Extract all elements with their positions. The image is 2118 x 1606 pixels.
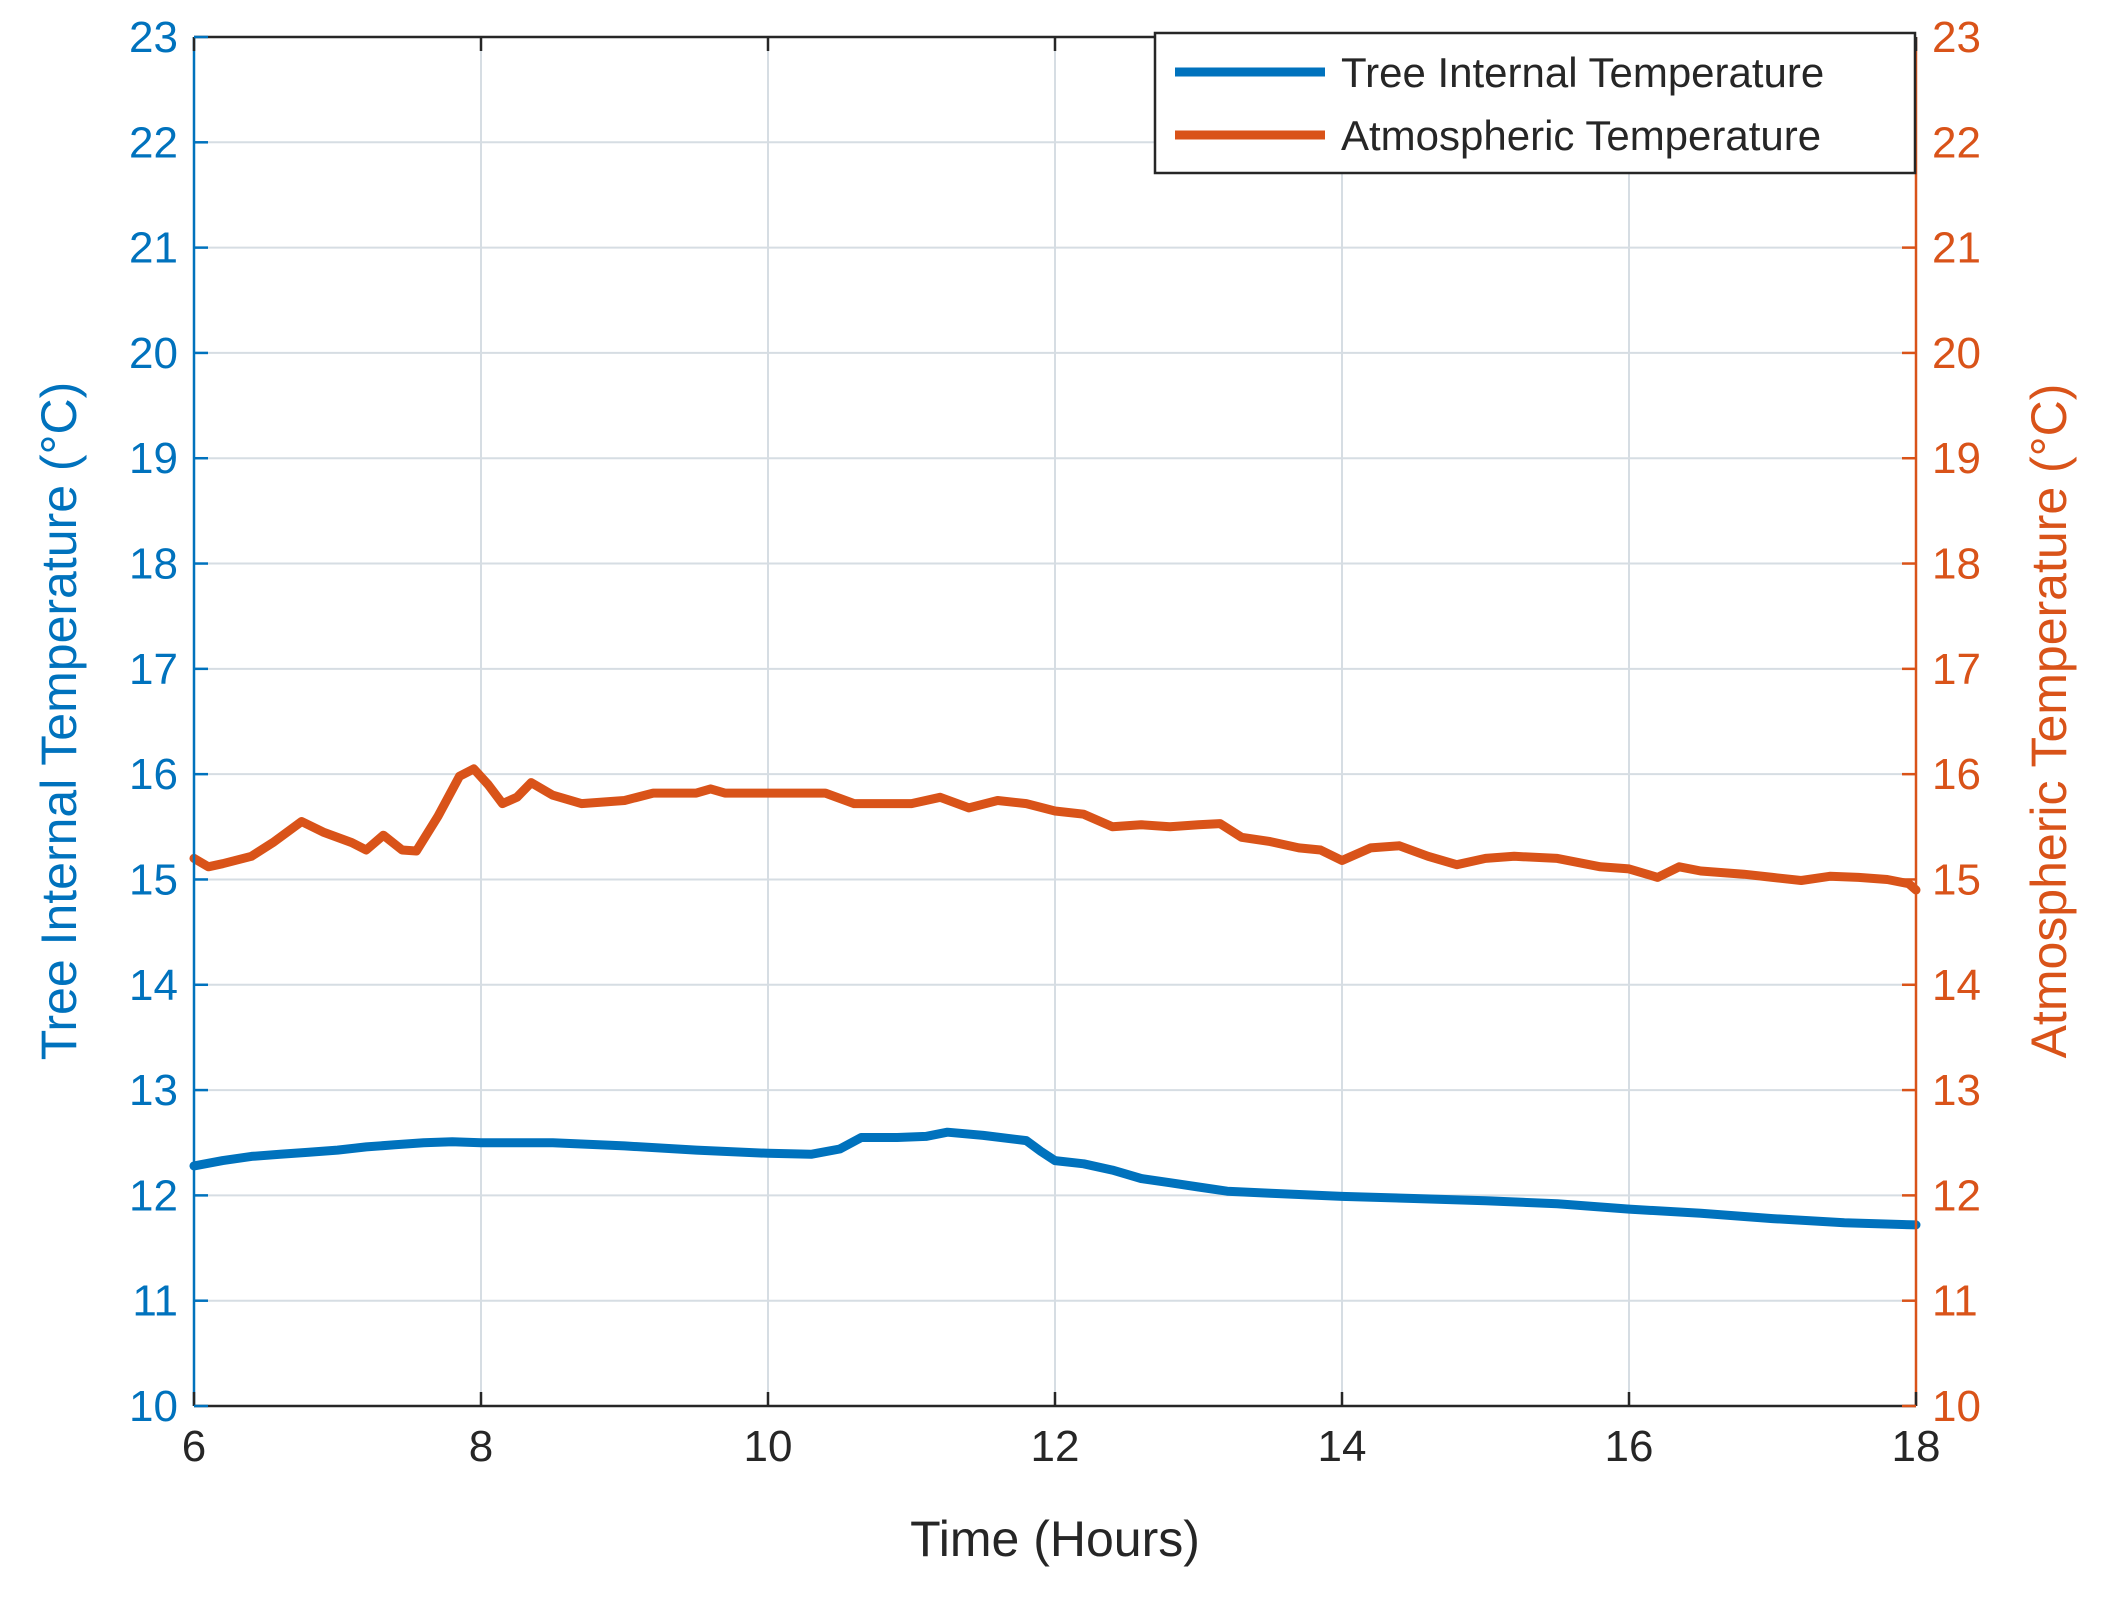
right-y-tick-label: 13 [1932, 1066, 1981, 1115]
series-line-tree-internal [189, 1127, 1921, 1230]
left-y-tick-label: 16 [129, 750, 178, 799]
left-y-tick-label: 14 [129, 961, 178, 1010]
right-y-tick-label: 17 [1932, 645, 1981, 694]
legend-label-atmospheric: Atmospheric Temperature [1341, 112, 1821, 159]
x-tick-label: 12 [1031, 1422, 1080, 1471]
x-tick-label: 10 [744, 1422, 793, 1471]
left-y-tick-label: 22 [129, 118, 178, 167]
right-axis-title: Atmospheric Temperature (°C) [2021, 384, 2077, 1059]
right-y-tick-label: 15 [1932, 855, 1981, 904]
left-y-tick-label: 11 [132, 1277, 178, 1326]
left-y-tick-label: 23 [129, 13, 178, 62]
right-y-tick-label: 22 [1932, 118, 1981, 167]
series-line-atmospheric [189, 764, 1921, 895]
right-y-tick-label: 21 [1932, 224, 1981, 273]
right-y-tick-label: 23 [1932, 13, 1981, 62]
right-y-tick-label: 19 [1932, 434, 1981, 483]
x-tick-label: 6 [182, 1422, 206, 1471]
left-y-tick-label: 10 [129, 1382, 178, 1431]
left-y-tick-label: 17 [129, 645, 178, 694]
right-y-tick-label: 16 [1932, 750, 1981, 799]
x-axis-title: Time (Hours) [910, 1511, 1200, 1567]
left-y-tick-label: 19 [129, 434, 178, 483]
right-y-tick-label: 18 [1932, 540, 1981, 589]
x-tick-label: 16 [1605, 1422, 1654, 1471]
left-y-tick-label: 20 [129, 329, 178, 378]
right-y-tick-label: 20 [1932, 329, 1981, 378]
right-y-tick-label: 11 [1932, 1277, 1978, 1326]
left-axis-title: Tree Internal Temperature (°C) [31, 382, 87, 1061]
tick-labels: 6 8 10 12 14 16 181011121314151617181920212223… [129, 13, 1981, 1471]
right-y-tick-label: 12 [1932, 1171, 1981, 1220]
left-y-tick-label: 21 [129, 224, 178, 273]
left-y-tick-label: 18 [129, 540, 178, 589]
right-y-tick-label: 10 [1932, 1382, 1981, 1431]
left-y-tick-label: 13 [129, 1066, 178, 1115]
legend-box [1153, 31, 1917, 175]
data-series [189, 764, 1921, 1230]
legend: Tree Internal Temperature Atmospheric Te… [1153, 31, 1917, 175]
x-tick-label: 8 [469, 1422, 493, 1471]
left-y-tick-label: 15 [129, 855, 178, 904]
left-y-tick-label: 12 [129, 1171, 178, 1220]
x-tick-label: 18 [1892, 1422, 1941, 1471]
legend-label-tree-internal: Tree Internal Temperature [1341, 49, 1824, 96]
right-y-tick-label: 14 [1932, 961, 1981, 1010]
x-tick-label: 14 [1318, 1422, 1367, 1471]
